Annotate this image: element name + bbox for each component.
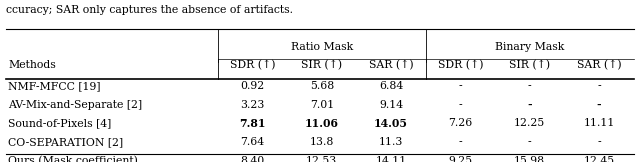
Text: -: -: [459, 100, 462, 110]
Text: SDR (↑): SDR (↑): [438, 60, 483, 70]
Text: -: -: [596, 100, 601, 111]
Text: -: -: [459, 137, 462, 147]
Text: 11.06: 11.06: [305, 118, 339, 129]
Text: 12.45: 12.45: [584, 156, 614, 162]
Text: NMF-MFCC [19]: NMF-MFCC [19]: [8, 81, 101, 91]
Text: 9.25: 9.25: [449, 156, 472, 162]
Text: 9.14: 9.14: [379, 100, 403, 110]
Text: 7.64: 7.64: [241, 137, 264, 147]
Text: Binary Mask: Binary Mask: [495, 42, 564, 52]
Text: 7.26: 7.26: [448, 118, 472, 128]
Text: -: -: [528, 81, 531, 91]
Text: 14.11: 14.11: [376, 156, 407, 162]
Text: -: -: [528, 137, 531, 147]
Text: 11.3: 11.3: [379, 137, 403, 147]
Text: 6.84: 6.84: [379, 81, 403, 91]
Text: Ratio Mask: Ratio Mask: [291, 42, 353, 52]
Text: 3.23: 3.23: [241, 100, 265, 110]
Text: AV-Mix-and-Separate [2]: AV-Mix-and-Separate [2]: [8, 100, 143, 110]
Text: 5.68: 5.68: [310, 81, 334, 91]
Text: 0.92: 0.92: [241, 81, 265, 91]
Text: SDR (↑): SDR (↑): [230, 60, 275, 70]
Text: -: -: [597, 137, 601, 147]
Text: Methods: Methods: [8, 60, 56, 70]
Text: 7.01: 7.01: [310, 100, 334, 110]
Text: 8.40: 8.40: [241, 156, 265, 162]
Text: SAR (↑): SAR (↑): [577, 60, 621, 70]
Text: 12.25: 12.25: [514, 118, 545, 128]
Text: 7.81: 7.81: [239, 118, 266, 129]
Text: -: -: [459, 81, 462, 91]
Text: 12.53: 12.53: [306, 156, 337, 162]
Text: SIR (↑): SIR (↑): [301, 60, 342, 70]
Text: -: -: [527, 100, 532, 111]
Text: Ours (Mask coefficient): Ours (Mask coefficient): [8, 156, 138, 162]
Text: 14.05: 14.05: [374, 118, 408, 129]
Text: ccuracy; SAR only captures the absence of artifacts.: ccuracy; SAR only captures the absence o…: [6, 5, 293, 15]
Text: 15.98: 15.98: [514, 156, 545, 162]
Text: CO-SEPARATION [2]: CO-SEPARATION [2]: [8, 137, 124, 147]
Text: SAR (↑): SAR (↑): [369, 60, 413, 70]
Text: 11.11: 11.11: [583, 118, 614, 128]
Text: Sound-of-Pixels [4]: Sound-of-Pixels [4]: [8, 118, 111, 128]
Text: 13.8: 13.8: [310, 137, 334, 147]
Text: -: -: [597, 81, 601, 91]
Text: SIR (↑): SIR (↑): [509, 60, 550, 70]
